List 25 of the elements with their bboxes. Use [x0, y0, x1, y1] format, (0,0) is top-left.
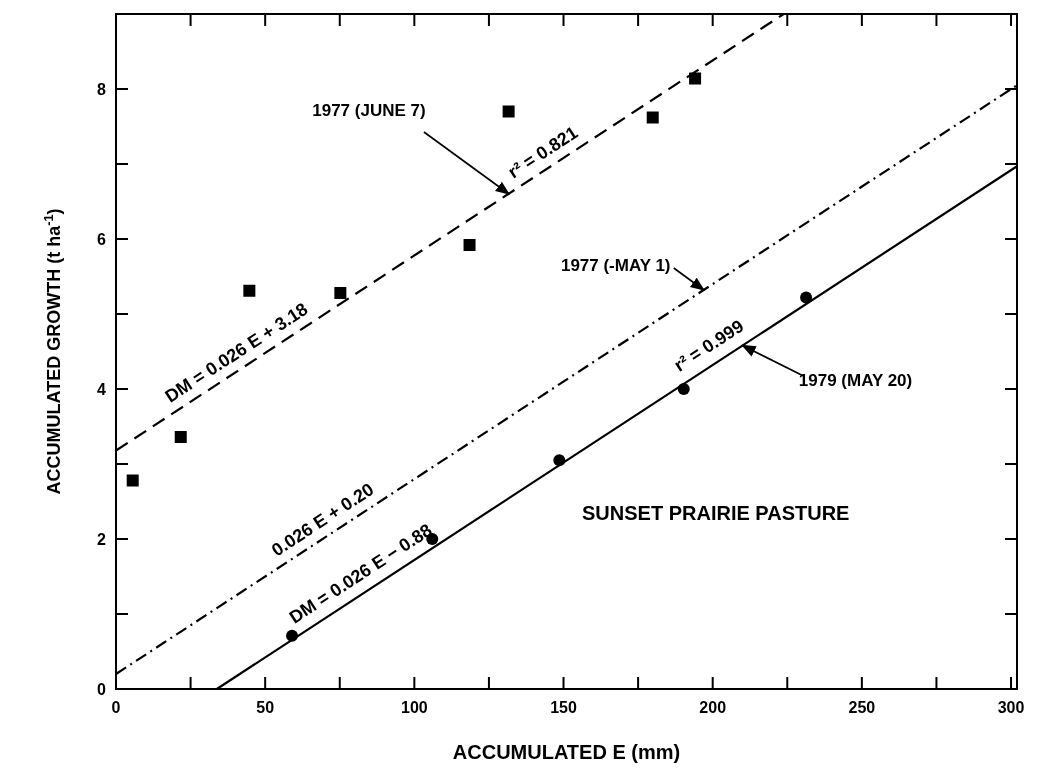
x-tick-label: 200 — [699, 699, 727, 716]
annotation: 1977 (JUNE 7) — [312, 101, 426, 120]
point — [334, 287, 347, 299]
point — [646, 111, 659, 124]
y-tick-label: 8 — [97, 81, 107, 98]
point — [126, 474, 139, 487]
x-tick-label: 250 — [848, 699, 876, 716]
point — [502, 105, 515, 118]
annotation: 1979 (MAY 20) — [798, 370, 913, 390]
x-tick-label: 100 — [400, 699, 428, 716]
point — [689, 72, 702, 85]
y-tick-label: 4 — [97, 381, 107, 398]
x-tick-label: 50 — [256, 699, 275, 716]
y-tick-label: 2 — [97, 531, 107, 548]
y-tick-label: 6 — [97, 231, 107, 248]
x-tick-label: 300 — [997, 699, 1025, 716]
point — [463, 239, 476, 251]
x-tick-label: 0 — [111, 699, 121, 716]
annotation: SUNSET PRAIRIE PASTURE — [582, 502, 850, 524]
point — [174, 431, 187, 443]
x-axis-title: ACCUMULATED E (mm) — [452, 741, 681, 763]
y-tick-label: 0 — [97, 681, 107, 698]
point — [243, 284, 256, 297]
x-tick-label: 150 — [550, 699, 577, 716]
annotation: 1977 (-MAY 1) — [560, 256, 671, 275]
